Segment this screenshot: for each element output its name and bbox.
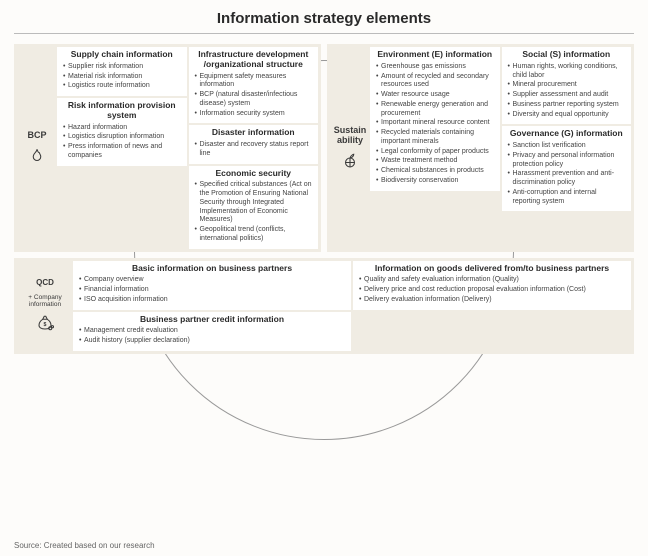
card-heading: Economic security (194, 169, 314, 179)
list-item: Audit history (supplier declaration) (78, 337, 346, 346)
list-item: Water resource usage (375, 91, 495, 100)
bcp-col-2: Infrastructure development /organization… (189, 47, 319, 249)
info-card: Information on goods delivered from/to b… (353, 261, 631, 310)
qcd-col-2: Information on goods delivered from/to b… (353, 261, 631, 351)
list-item: Hazard information (62, 124, 182, 133)
card-heading: Social (S) information (507, 50, 627, 60)
card-list: Quality and safety evaluation informatio… (358, 276, 626, 304)
list-item: Diversity and equal opportunity (507, 111, 627, 120)
list-item: Press information of news and companies (62, 143, 182, 161)
sustain-col-1: Environment (E) information Greenhouse ga… (370, 47, 500, 249)
list-item: Information security system (194, 110, 314, 119)
divider (14, 33, 634, 34)
card-list: Company overviewFinancial informationISO… (78, 276, 346, 304)
list-item: Supplier risk information (62, 63, 182, 72)
list-item: Logistics route information (62, 82, 182, 91)
card-list: Human rights, working conditions, child … (507, 63, 627, 120)
card-heading: Supply chain information (62, 50, 182, 60)
list-item: Renewable energy generation and procurem… (375, 101, 495, 119)
card-list: Hazard informationLogistics disruption i… (62, 124, 182, 161)
info-card: Environment (E) information Greenhouse ga… (370, 47, 500, 191)
bottom-row: QCD + Company information $ Basic inform… (0, 252, 648, 354)
info-card: Infrastructure development /organization… (189, 47, 319, 123)
sustain-label: Sustain ability (330, 47, 370, 249)
list-item: Delivery price and cost reduction propos… (358, 286, 626, 295)
card-list: Greenhouse gas emissionsAmount of recycl… (375, 63, 495, 186)
card-list: Equipment safety measures informationBCP… (194, 73, 314, 119)
list-item: Harassment prevention and anti-discrimin… (507, 170, 627, 188)
list-item: Amount of recycled and secondary resourc… (375, 73, 495, 91)
list-item: BCP (natural disaster/infectious disease… (194, 91, 314, 109)
svg-text:$: $ (44, 322, 47, 328)
list-item: Mineral procurement (507, 81, 627, 90)
info-card: Social (S) information Human rights, work… (502, 47, 632, 124)
info-card: Risk information provision system Hazard … (57, 98, 187, 166)
card-heading: Disaster information (194, 128, 314, 138)
card-heading: Business partner credit information (78, 315, 346, 325)
list-item: Anti-corruption and internal reporting s… (507, 189, 627, 207)
card-heading: Infrastructure development /organization… (194, 50, 314, 70)
list-item: Human rights, working conditions, child … (507, 63, 627, 81)
sustain-label-text: Sustain ability (332, 126, 368, 146)
info-card: Supply chain information Supplier risk in… (57, 47, 187, 96)
money-bag-icon: $ (36, 314, 54, 332)
source-note: Source: Created based on our research (14, 541, 155, 550)
list-item: Sanction list verification (507, 142, 627, 151)
list-item: Chemical substances in products (375, 167, 495, 176)
info-card: Disaster information Disaster and recover… (189, 125, 319, 163)
list-item: Financial information (78, 286, 346, 295)
sustain-col-2: Social (S) information Human rights, work… (502, 47, 632, 249)
list-item: Biodiversity conservation (375, 177, 495, 186)
qcd-label-line2: + Company information (19, 294, 71, 308)
card-heading: Governance (G) information (507, 129, 627, 139)
info-card: Governance (G) information Sanction list … (502, 126, 632, 211)
card-heading: Information on goods delivered from/to b… (358, 264, 626, 274)
info-card: Business partner credit information Manag… (73, 312, 351, 351)
list-item: Greenhouse gas emissions (375, 63, 495, 72)
card-list: Supplier risk informationMaterial risk i… (62, 63, 182, 91)
list-item: Specified critical substances (Act on th… (194, 181, 314, 225)
card-heading: Risk information provision system (62, 101, 182, 121)
bcp-label-text: BCP (27, 131, 46, 141)
qcd-col-1: Basic information on business partners Co… (73, 261, 351, 351)
list-item: Important mineral resource content (375, 119, 495, 128)
qcd-panel: QCD + Company information $ Basic inform… (14, 258, 634, 354)
globe-leaf-icon (341, 152, 359, 170)
info-card: Basic information on business partners Co… (73, 261, 351, 310)
list-item: Logistics disruption information (62, 133, 182, 142)
card-list: Specified critical substances (Act on th… (194, 181, 314, 243)
list-item: Recycled materials containing important … (375, 129, 495, 147)
list-item: Business partner reporting system (507, 101, 627, 110)
card-heading: Basic information on business partners (78, 264, 346, 274)
page-title: Information strategy elements (0, 0, 648, 33)
list-item: Equipment safety measures information (194, 73, 314, 91)
list-item: Delivery evaluation information (Deliver… (358, 296, 626, 305)
list-item: Geopolitical trend (conflicts, internati… (194, 226, 314, 244)
fire-icon (28, 147, 46, 165)
list-item: Management credit evaluation (78, 327, 346, 336)
list-item: Privacy and personal information protect… (507, 152, 627, 170)
top-row: BCP Supply chain information Supplier ris… (0, 38, 648, 252)
bcp-col-1: Supply chain information Supplier risk in… (57, 47, 187, 249)
list-item: Material risk information (62, 73, 182, 82)
list-item: Waste treatment method (375, 157, 495, 166)
bcp-panel: BCP Supply chain information Supplier ris… (14, 44, 321, 252)
list-item: Quality and safety evaluation informatio… (358, 276, 626, 285)
list-item: ISO acquisition information (78, 296, 346, 305)
list-item: Disaster and recovery status report line (194, 141, 314, 159)
card-list: Management credit evaluationAudit histor… (78, 327, 346, 346)
bcp-label: BCP (17, 47, 57, 249)
info-card: Economic security Specified critical subs… (189, 166, 319, 249)
list-item: Company overview (78, 276, 346, 285)
list-item: Legal conformity of paper products (375, 148, 495, 157)
sustain-panel: Sustain ability Environment (E) informat… (327, 44, 634, 252)
card-heading: Environment (E) information (375, 50, 495, 60)
card-list: Sanction list verificationPrivacy and pe… (507, 142, 627, 206)
qcd-label-line1: QCD (36, 279, 54, 288)
card-list: Disaster and recovery status report line (194, 141, 314, 159)
list-item: Supplier assessment and audit (507, 91, 627, 100)
qcd-label: QCD + Company information $ (17, 261, 73, 351)
